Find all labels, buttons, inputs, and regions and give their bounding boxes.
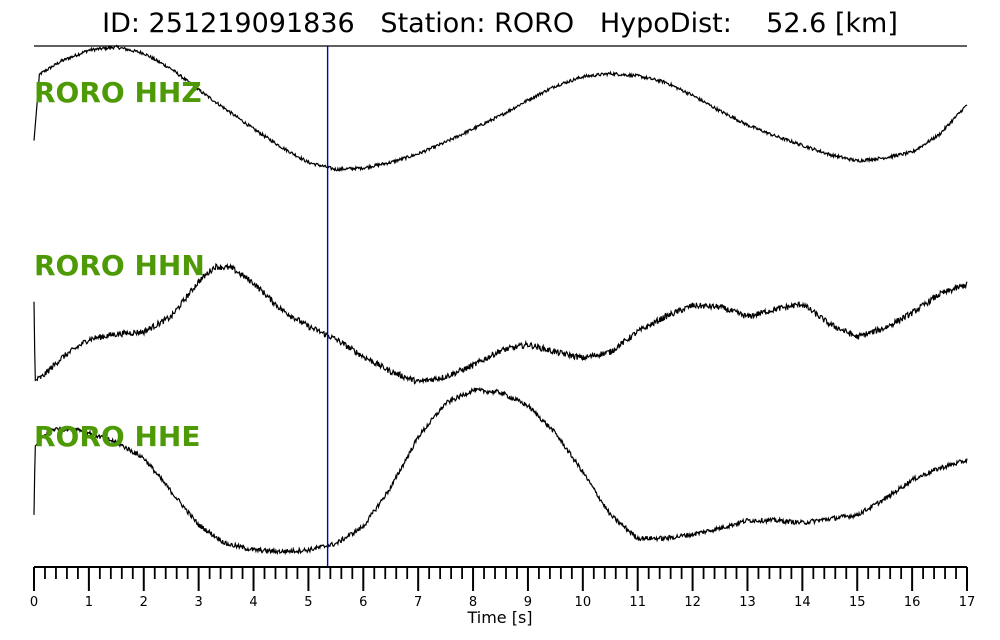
tick-label: 15 — [849, 595, 866, 610]
tick-label: 5 — [304, 595, 312, 610]
trace-label-roro-hhz: RORO HHZ — [34, 76, 202, 109]
tick-label: 7 — [414, 595, 422, 610]
chart-title: ID: 251219091836 Station: RORO HypoDist:… — [102, 8, 898, 39]
trace-label-roro-hhn: RORO HHN — [34, 249, 205, 282]
x-axis-title: Time [s] — [466, 608, 532, 627]
trace-group — [33, 44, 968, 556]
time-axis: 0 1 2 3 4 5 6 7 8 9 10 11 12 13 14 15 16 17 — [30, 566, 976, 610]
trace-roro-hhe — [33, 386, 968, 556]
trace-roro-hhz — [33, 44, 968, 173]
tick-label: 13 — [739, 595, 756, 610]
tick-label: 2 — [140, 595, 148, 610]
tick-label: 8 — [469, 595, 477, 610]
tick-label: 10 — [575, 595, 592, 610]
trace-labels: RORO HHZ RORO HHN RORO HHE — [34, 76, 205, 453]
tick-label: 4 — [249, 595, 257, 610]
tick-label: 16 — [904, 595, 921, 610]
tick-label: 9 — [524, 595, 532, 610]
tick-label: 6 — [359, 595, 367, 610]
tick-label: 14 — [794, 595, 811, 610]
tick-label: 3 — [195, 595, 203, 610]
trace-label-roro-hhe: RORO HHE — [34, 420, 200, 453]
tick-label: 0 — [30, 595, 38, 610]
tick-label: 11 — [629, 595, 646, 610]
trace-roro-hhn — [33, 262, 968, 385]
tick-label: 12 — [684, 595, 701, 610]
tick-label: 17 — [959, 595, 976, 610]
tick-label: 1 — [85, 595, 93, 610]
